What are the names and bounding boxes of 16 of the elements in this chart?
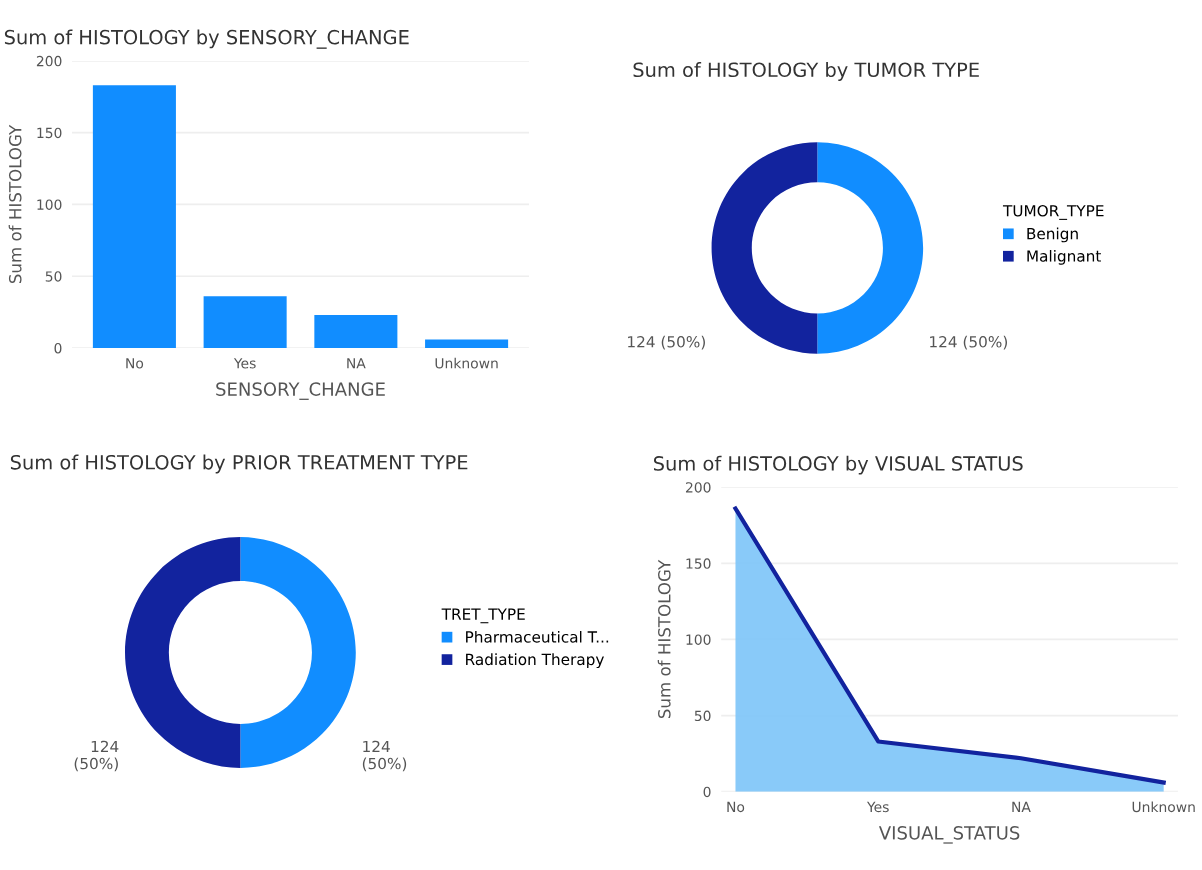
bar	[425, 339, 509, 348]
donut-slice	[240, 537, 356, 768]
bar	[203, 296, 287, 348]
donut-slice	[817, 142, 924, 354]
chart-title: Sum of HISTOLOGY by TUMOR TYPE	[633, 62, 979, 81]
chart-title: Sum of HISTOLOGY by PRIOR TREATMENT TYPE	[10, 454, 468, 474]
chart-title: Sum of HISTOLOGY by SENSORY_CHANGE	[4, 29, 409, 49]
donut-slice	[711, 142, 818, 354]
x-axis-title: SENSORY_CHANGE	[216, 382, 385, 400]
chart-title: Sum of HISTOLOGY by VISUAL STATUS	[653, 455, 1023, 475]
bar	[92, 85, 176, 348]
y-axis-title: Sum of HISTOLOGY	[8, 124, 22, 284]
bar	[314, 314, 398, 348]
y-axis-title: Sum of HISTOLOGY	[657, 559, 671, 719]
donut-slice	[125, 537, 241, 768]
x-axis-title: VISUAL_STATUS	[878, 825, 1020, 844]
